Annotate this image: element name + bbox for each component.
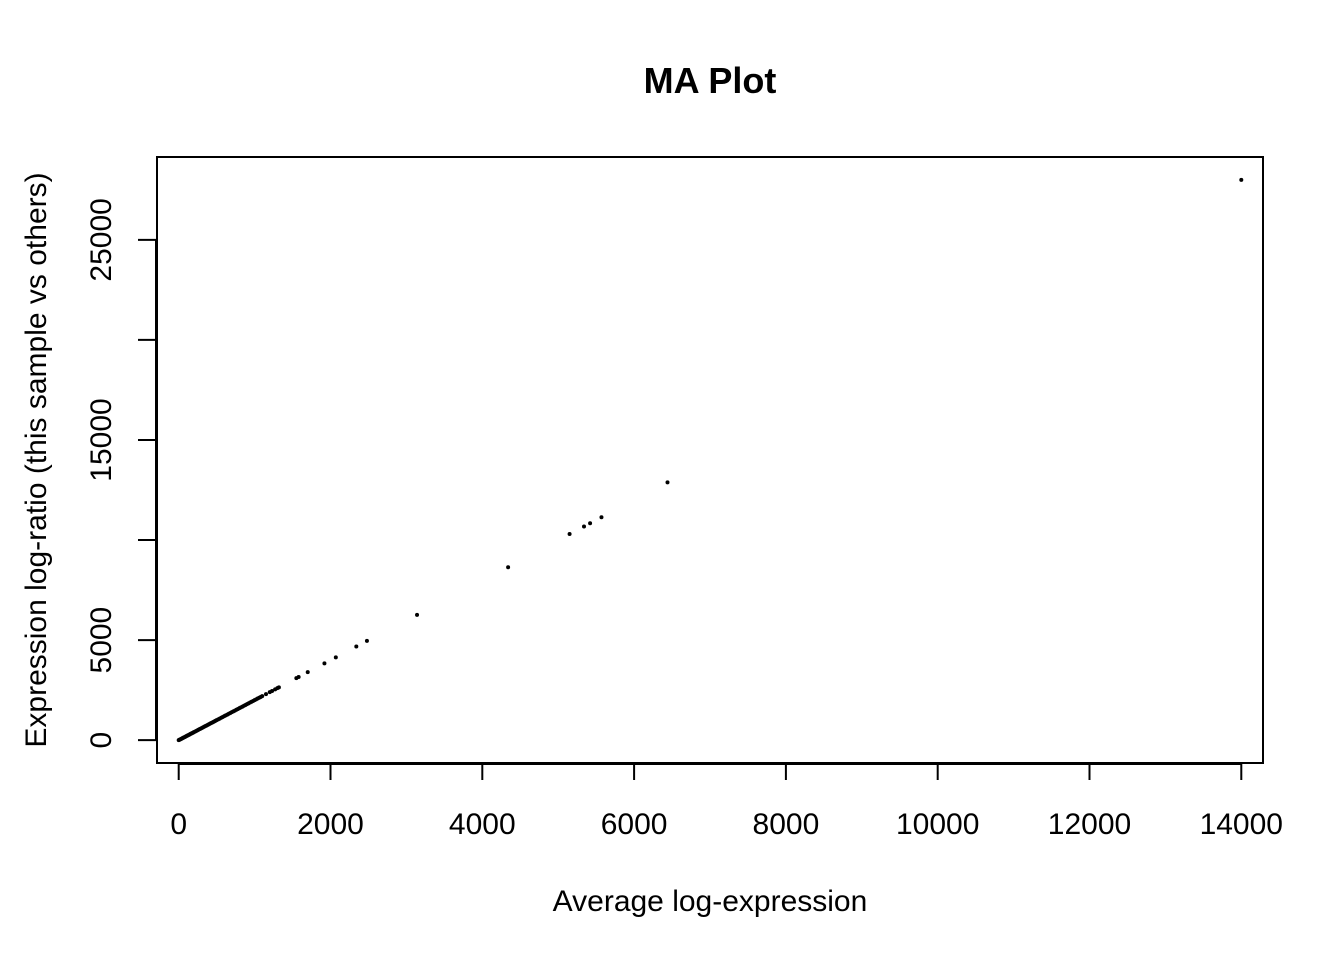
x-tick-label: 14000	[1200, 808, 1283, 841]
data-points	[176, 177, 1244, 743]
data-point	[354, 644, 359, 649]
data-point	[1239, 177, 1244, 182]
data-point	[415, 612, 420, 617]
data-point	[599, 515, 604, 520]
chart-title: MA Plot	[644, 60, 777, 101]
data-point	[665, 480, 670, 485]
y-tick-label: 5000	[85, 607, 118, 674]
x-tick-label: 2000	[297, 808, 364, 841]
plot-area-border	[156, 156, 1264, 764]
x-axis: 0 2000 4000 6000 8000 10000 12000 14000	[170, 763, 1283, 841]
x-tick-label: 4000	[449, 808, 516, 841]
data-point	[567, 532, 572, 537]
data-point	[305, 670, 310, 675]
data-point	[364, 638, 369, 643]
x-tick-label: 8000	[753, 808, 820, 841]
data-point	[322, 661, 327, 666]
data-point	[276, 685, 281, 690]
y-axis: 0 5000 15000 25000	[85, 198, 157, 749]
x-tick-label: 10000	[896, 808, 979, 841]
data-point	[270, 688, 275, 693]
y-axis-label: Expression log-ratio (this sample vs oth…	[20, 172, 53, 747]
x-tick-label: 0	[170, 808, 187, 841]
x-axis-label: Average log-expression	[553, 885, 868, 918]
data-point	[506, 565, 511, 570]
x-tick-label: 12000	[1048, 808, 1131, 841]
data-point	[263, 692, 268, 697]
data-point	[588, 521, 593, 526]
data-point	[582, 524, 587, 529]
y-tick-label: 15000	[85, 398, 118, 481]
data-point	[260, 694, 265, 699]
data-point	[333, 655, 338, 660]
y-tick-label: 0	[85, 732, 118, 749]
y-tick-label: 25000	[85, 198, 118, 281]
x-tick-label: 6000	[601, 808, 668, 841]
data-point	[296, 674, 301, 679]
